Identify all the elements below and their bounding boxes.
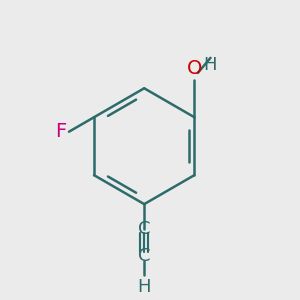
Text: H: H xyxy=(203,56,217,74)
Text: H: H xyxy=(137,278,151,296)
Text: C: C xyxy=(138,220,151,238)
Text: O: O xyxy=(187,59,202,78)
Text: C: C xyxy=(138,247,151,265)
Text: F: F xyxy=(56,122,67,141)
